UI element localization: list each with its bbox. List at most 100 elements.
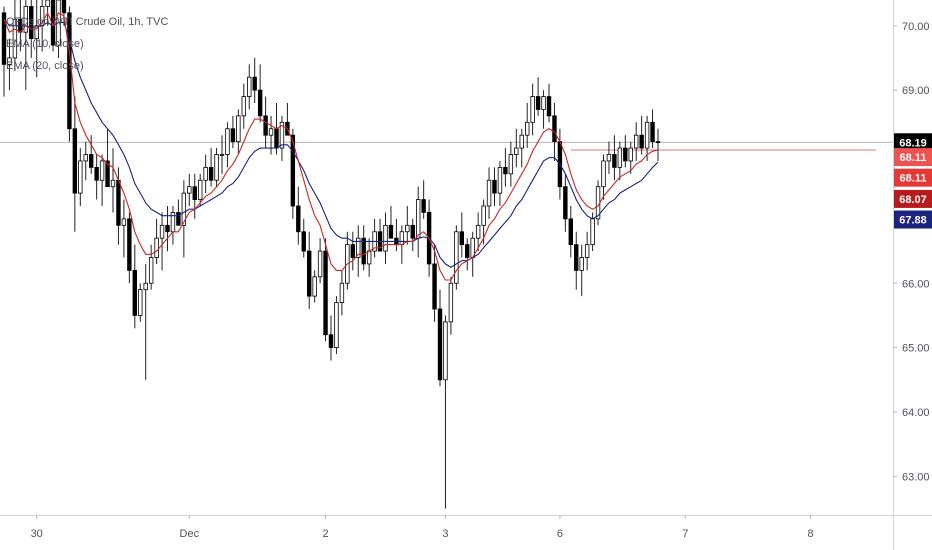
candle-body-down [503,166,508,175]
candle [197,173,203,206]
x-tick-label: 3 [442,528,448,540]
legend-ema10[interactable]: EMA (10, close) [6,38,84,50]
candle [623,135,628,168]
candle-body-down [568,218,573,246]
candle-body-up [497,166,503,194]
candle [475,212,481,252]
price-tag-label: 67.88 [899,215,927,227]
candle [345,231,350,290]
candle-body-up [23,6,28,33]
candle [546,83,552,123]
candle [170,206,176,245]
candle [257,64,263,123]
x-tick-label: 2 [322,528,328,540]
candle [574,231,579,290]
candle-body-up [12,18,18,59]
candle-body-up [634,134,639,149]
candle-body-up [148,257,154,284]
candle [252,57,257,103]
candle-body-up [443,321,448,381]
candle-body-up [225,128,230,155]
candle-body-up [45,0,50,7]
price-tag: 68.07 [894,189,932,208]
candle-body-down [230,128,236,143]
candle [165,206,170,252]
candle-body-up [334,302,339,349]
y-tick-label: 64.00 [902,407,930,419]
time-axis[interactable]: 30 Dec 2 3 6 7 8 [0,515,932,540]
candle-body-up [415,199,421,239]
candle [486,167,492,219]
candle [328,315,334,361]
candle-body-down [574,244,579,271]
candle [415,186,421,258]
candle [159,212,165,271]
candle-body-up [628,147,633,162]
candle [525,103,530,149]
candle [187,173,192,206]
candle-body-up [399,231,405,246]
candle [72,96,78,232]
candle [78,148,83,206]
candle-body-down [563,186,568,220]
candle [317,238,323,284]
candle [541,90,546,129]
candle-body-down [29,6,34,40]
candle-body-up [203,166,208,181]
candle [230,115,236,149]
candle-body-up [508,154,514,175]
candle [132,244,137,329]
candle [639,115,644,155]
candle [634,122,639,161]
candle [279,115,285,161]
chart-legend: CFDs on WTI Crude Oil, 1h, TVC EMA (10, … [6,11,168,77]
candle [203,154,208,194]
candle-body-down [94,166,99,181]
candle-body-up [541,96,546,110]
candle [208,148,214,187]
candle [584,231,590,271]
candle-body-down [176,212,181,226]
candle-body-up [481,205,486,226]
candle [219,135,225,174]
price-tag: 68.19 [894,133,932,152]
price-tag-bg [894,168,932,187]
candle [306,231,312,309]
candle [443,315,448,509]
y-tick-label: 70.00 [902,21,930,33]
candle-body-up [268,128,274,136]
candle-body-down [274,128,279,149]
candle [492,167,497,206]
candle [628,141,633,174]
candle [192,173,197,219]
price-tag-bg [894,189,932,208]
candle-body-up [236,115,241,143]
candle [148,244,154,290]
candle-body-down [328,334,334,349]
candle [366,238,372,277]
candle-body-down [623,147,628,162]
candle-body-up [83,154,88,162]
candle-body-down [612,154,617,168]
x-tick-label: 30 [31,528,43,540]
candle [519,128,524,168]
candle-body-up [279,121,285,149]
ema10-line [3,11,659,281]
legend-ema20[interactable]: EMA (20, close) [6,60,84,72]
candle [127,212,132,284]
candle-body-down [165,224,170,233]
candle [644,115,650,161]
candle-body-down [89,154,94,168]
price-tags: 68.19 68.11 68.11 68.07 67.88 [894,133,932,229]
candle [356,225,361,277]
legend-title[interactable]: CFDs on WTI Crude Oil, 1h, TVC [6,16,169,28]
price-tag: 68.11 [894,148,932,167]
candle [247,64,252,110]
candle-body-down [1,12,7,65]
candle [530,83,535,136]
candle-body-down [61,0,67,14]
candle-body-up [219,154,225,156]
